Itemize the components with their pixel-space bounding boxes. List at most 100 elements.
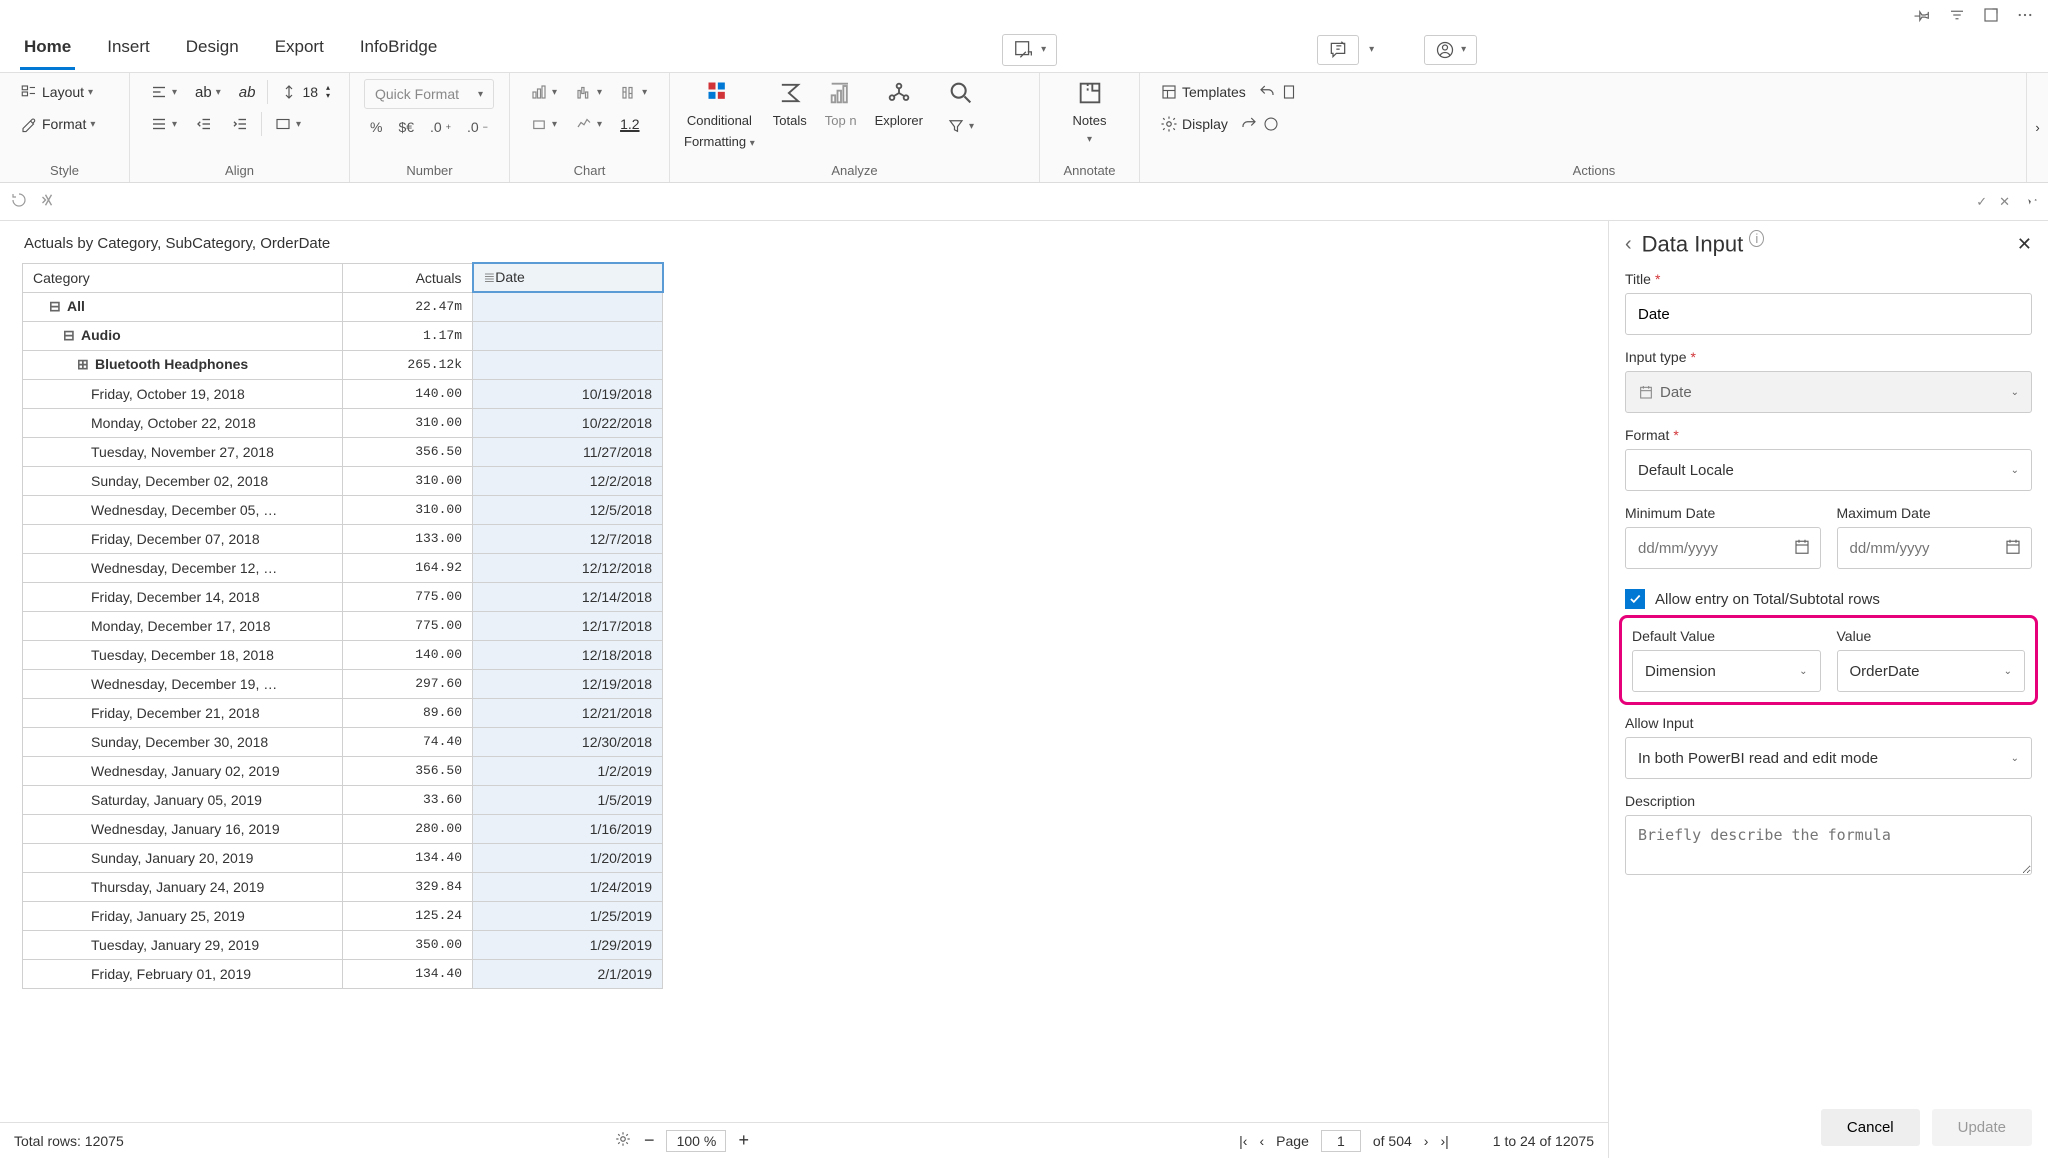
table-row[interactable]: ⊟Audio1.17m — [23, 321, 663, 350]
tab-insert[interactable]: Insert — [103, 29, 154, 70]
last-page-button[interactable]: ›| — [1440, 1133, 1448, 1149]
redo-icon[interactable] — [1240, 115, 1258, 133]
calendar-icon[interactable] — [2004, 538, 2022, 559]
value-select[interactable]: OrderDate⌄ — [1837, 650, 2026, 692]
data-table[interactable]: Category Actuals ≣ Date ⊟All22.47m⊟Audio… — [22, 262, 664, 989]
currency-icon[interactable]: $€ — [392, 115, 420, 139]
settings-gear-icon[interactable] — [614, 1130, 632, 1151]
account-button[interactable]: ▾ — [1424, 35, 1477, 65]
layout-button[interactable]: Layout▾ — [14, 79, 99, 105]
table-row[interactable]: Friday, December 21, 201889.6012/21/2018 — [23, 698, 663, 727]
zoom-in-button[interactable]: + — [738, 1130, 749, 1151]
chart-col-icon[interactable]: ▾ — [524, 111, 563, 137]
table-row[interactable]: Tuesday, November 27, 2018356.5011/27/20… — [23, 437, 663, 466]
table-row[interactable]: Sunday, December 02, 2018310.0012/2/2018 — [23, 466, 663, 495]
title-field[interactable] — [1625, 293, 2032, 335]
percent-icon[interactable]: % — [364, 115, 388, 139]
table-row[interactable]: Wednesday, December 12, …164.9212/12/201… — [23, 553, 663, 582]
allow-total-checkbox[interactable] — [1625, 589, 1645, 609]
first-page-button[interactable]: |‹ — [1239, 1133, 1247, 1149]
table-row[interactable]: Tuesday, December 18, 2018140.0012/18/20… — [23, 640, 663, 669]
panel-back-icon[interactable]: ‹ — [1625, 233, 1632, 256]
tab-infobridge[interactable]: InfoBridge — [356, 29, 442, 70]
prev-page-button[interactable]: ‹ — [1259, 1133, 1264, 1149]
search-icon[interactable] — [947, 79, 975, 107]
history-icon[interactable] — [10, 191, 28, 212]
table-row[interactable]: Wednesday, December 05, …310.0012/5/2018 — [23, 495, 663, 524]
format-select[interactable]: Default Locale⌄ — [1625, 449, 2032, 491]
table-row[interactable]: Friday, October 19, 2018140.0010/19/2018 — [23, 379, 663, 408]
calendar-icon[interactable] — [1793, 538, 1811, 559]
chart-line-icon[interactable]: ▾ — [569, 111, 608, 137]
maximize-icon[interactable] — [1982, 6, 2000, 27]
table-row[interactable]: Sunday, December 30, 201874.4012/30/2018 — [23, 727, 663, 756]
indent-icon[interactable] — [225, 111, 255, 137]
topn-icon[interactable] — [827, 79, 855, 107]
pin-fx-icon[interactable] — [2022, 192, 2038, 211]
table-row[interactable]: Friday, February 01, 2019134.402/1/2019 — [23, 959, 663, 988]
description-textarea[interactable] — [1625, 815, 2032, 875]
table-row[interactable]: Saturday, January 05, 201933.601/5/2019 — [23, 785, 663, 814]
filter-funnel-icon[interactable]: ▾ — [941, 113, 980, 139]
totals-icon[interactable] — [776, 79, 804, 107]
zoom-value[interactable]: 100 % — [666, 1130, 726, 1152]
tab-design[interactable]: Design — [182, 29, 243, 70]
notes-icon[interactable] — [1076, 79, 1104, 107]
cancel-button[interactable]: Cancel — [1821, 1109, 1920, 1146]
fit-icon[interactable]: ▾ — [268, 111, 307, 137]
chart-waterfall-icon[interactable]: ▾ — [569, 79, 608, 105]
table-row[interactable]: Thursday, January 24, 2019329.841/24/201… — [23, 872, 663, 901]
table-row[interactable]: Friday, December 14, 2018775.0012/14/201… — [23, 582, 663, 611]
zoom-out-button[interactable]: − — [644, 1130, 655, 1151]
formula-input[interactable] — [66, 183, 1966, 220]
panel-close-icon[interactable]: ✕ — [2017, 234, 2032, 255]
table-row[interactable]: ⊟All22.47m — [23, 292, 663, 321]
tab-export[interactable]: Export — [271, 29, 328, 70]
table-row[interactable]: Friday, December 07, 2018133.0012/7/2018 — [23, 524, 663, 553]
min-date-input[interactable] — [1625, 527, 1821, 569]
display-button[interactable]: Display — [1154, 111, 1286, 137]
input-type-select[interactable]: Date ⌄ — [1625, 371, 2032, 413]
pin-icon[interactable] — [1914, 6, 1932, 27]
cancel-icon[interactable]: ✕ — [1999, 194, 2010, 210]
table-row[interactable]: Wednesday, January 02, 2019356.501/2/201… — [23, 756, 663, 785]
comment-button[interactable] — [1317, 35, 1359, 65]
chart-bar-icon[interactable]: ▾ — [524, 79, 563, 105]
next-page-button[interactable]: › — [1424, 1133, 1429, 1149]
update-button[interactable]: Update — [1932, 1109, 2032, 1146]
table-row[interactable]: ⊞Bluetooth Headphones265.12k — [23, 350, 663, 379]
rotate-text-icon[interactable]: ab — [233, 80, 262, 105]
undo-icon[interactable] — [1258, 83, 1276, 101]
align-left-icon[interactable]: ▾ — [144, 79, 183, 105]
default-value-select[interactable]: Dimension⌄ — [1632, 650, 1821, 692]
format-button[interactable]: Format▾ — [14, 111, 101, 137]
allow-input-select[interactable]: In both PowerBI read and edit mode⌄ — [1625, 737, 2032, 779]
more-icon[interactable] — [2016, 6, 2034, 27]
table-row[interactable]: Monday, October 22, 2018310.0010/22/2018 — [23, 408, 663, 437]
panel-info-icon[interactable]: i — [1749, 230, 1764, 247]
explorer-icon[interactable] — [885, 79, 913, 107]
chart-stacked-icon[interactable]: ▾ — [614, 79, 653, 105]
page-number-input[interactable]: 1 — [1321, 1130, 1361, 1152]
accept-icon[interactable]: ✓ — [1976, 194, 1987, 210]
tab-home[interactable]: Home — [20, 29, 75, 70]
fontsize-stepper[interactable]: 18 ▴▾ — [274, 79, 336, 105]
outdent-icon[interactable] — [189, 111, 219, 137]
table-row[interactable]: Monday, December 17, 2018775.0012/17/201… — [23, 611, 663, 640]
fx-icon[interactable] — [38, 191, 56, 212]
actuals-header[interactable]: Actuals — [343, 263, 473, 292]
max-date-input[interactable] — [1837, 527, 2033, 569]
ribbon-scroll-right[interactable]: › — [2026, 73, 2048, 182]
inc-decimal-icon[interactable]: .0+ — [424, 115, 457, 139]
dec-decimal-icon[interactable]: .0− — [461, 115, 494, 139]
table-row[interactable]: Sunday, January 20, 2019134.401/20/2019 — [23, 843, 663, 872]
filter-icon[interactable] — [1948, 6, 1966, 27]
table-row[interactable]: Friday, January 25, 2019125.241/25/2019 — [23, 901, 663, 930]
category-header[interactable]: Category — [23, 263, 343, 292]
table-row[interactable]: Wednesday, January 16, 2019280.001/16/20… — [23, 814, 663, 843]
wrap-text-icon[interactable]: ab ▾ — [189, 80, 227, 105]
templates-button[interactable]: Templates — [1154, 79, 1304, 105]
align-menu-icon[interactable]: ▾ — [144, 111, 183, 137]
comment-dropdown[interactable]: ▾ — [1369, 44, 1374, 55]
date-header[interactable]: ≣ Date — [473, 263, 663, 292]
